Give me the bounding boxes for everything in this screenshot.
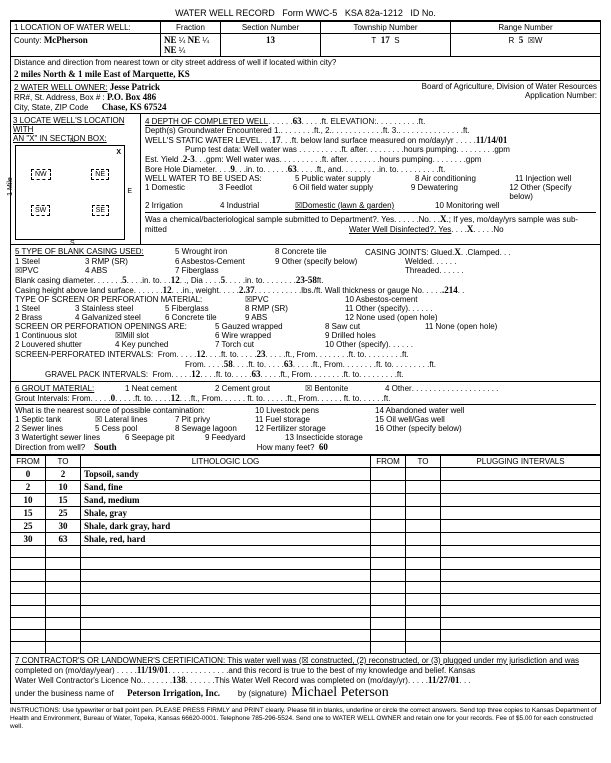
static-date: 11/14/01 — [476, 135, 508, 145]
dir-v: South — [94, 442, 117, 452]
addr-lbl: RR#, St. Address, Box # : — [14, 93, 105, 102]
bus-v: Peterson Irrigation, Inc. — [127, 688, 220, 698]
est: Est. Yield — [145, 155, 178, 164]
gw: Depth(s) Groundwater Encountered 1. — [145, 126, 281, 135]
est-v: 2-3 — [183, 154, 195, 164]
s1-title: 1 LOCATION OF WATER WELL: — [14, 23, 131, 32]
bore: Bore Hole Diameter — [145, 165, 215, 174]
dist: 2 miles North & 1 mile East of Marquette… — [14, 69, 190, 79]
rng-lbl: Range Number — [498, 23, 552, 32]
feet: How many feet? — [257, 443, 315, 452]
perf: TYPE OF SCREEN OR PERFORATION MATERIAL: — [15, 295, 202, 304]
bcd: Blank casing diameter — [15, 276, 93, 285]
csz-lbl: City, State, ZIP Code — [14, 103, 88, 112]
feet-v: 60 — [319, 442, 328, 452]
ne2: NE — [188, 35, 201, 45]
x-mark: X — [116, 149, 121, 156]
lic: Water Well Contractor's Licence No. — [15, 676, 143, 685]
section-box: N S E NW NE SW SE X 1 Mile — [15, 145, 125, 240]
s-lbl: S — [70, 240, 75, 247]
contam: What is the nearest source of possible c… — [15, 406, 205, 415]
use: WELL WATER TO BE USED AS: — [145, 174, 262, 183]
twp-lbl: Township Number — [353, 23, 417, 32]
n: N — [70, 138, 75, 145]
depth: 63 — [293, 116, 302, 126]
s6-title: 6 GROUT MATERIAL: — [15, 384, 94, 393]
lic-v: 138 — [172, 675, 186, 685]
elev: ft. ELEVATION: — [322, 117, 377, 126]
sec-lbl: Section Number — [242, 23, 299, 32]
lithologic-log: FROMTOLITHOLOGIC LOGFROMTOPLUGGING INTER… — [10, 455, 601, 654]
s5-title: 5 TYPE OF BLANK CASING USED: — [15, 247, 144, 256]
form: Form WWC-5 — [282, 8, 337, 18]
chem: Was a chemical/bacteriological sample su… — [145, 215, 394, 224]
comp-v: 11/19/01 — [137, 665, 169, 675]
cha: Casing height above land surface — [15, 286, 134, 295]
sec: 13 — [221, 34, 321, 56]
bore-v: 9 — [230, 164, 235, 174]
board: Board of Agriculture, Division of Water … — [397, 82, 597, 91]
nw: NW — [31, 169, 51, 180]
wwr-v: 11/27/01 — [428, 675, 460, 685]
ne3: NE — [164, 45, 177, 55]
s7-title: 7 CONTRACTOR'S OR LANDOWNER'S CERTIFICAT… — [15, 656, 579, 665]
s2-title: 2 WATER WELL OWNER: — [14, 83, 108, 92]
comp: completed on (mo/day/year) — [15, 666, 115, 675]
gpi: GRAVEL PACK INTERVALS: — [45, 370, 148, 379]
instructions: INSTRUCTIONS: Use typewriter or ball poi… — [10, 707, 601, 730]
u7-sel: ☒Domestic (lawn & garden) — [295, 201, 435, 210]
rng: 5 — [519, 35, 524, 45]
t: T — [371, 36, 376, 45]
s: S — [394, 36, 399, 45]
w: ☒W — [528, 36, 543, 45]
addr: P.O. Box 486 — [107, 92, 156, 102]
static: WELL'S STATIC WATER LEVEL — [145, 136, 260, 145]
spi: SCREEN-PERFORATED INTERVALS: — [15, 350, 153, 359]
id: ID No. — [410, 8, 436, 18]
se: SE — [92, 205, 109, 216]
signature: Michael Peterson — [291, 685, 389, 700]
county-lbl: County: — [14, 36, 42, 45]
s3-title: 3 LOCATE WELL'S LOCATION WITH — [13, 116, 138, 134]
dist-lbl: Distance and direction from nearest town… — [14, 58, 336, 67]
frac-lbl: Fraction — [176, 23, 205, 32]
twp: 17 — [381, 35, 390, 45]
chem-x: X — [440, 214, 447, 224]
ne1: NE — [164, 35, 177, 45]
app: Application Number: — [397, 91, 597, 100]
bus: under the business name of — [15, 689, 114, 698]
bore-d: 63 — [288, 164, 297, 174]
static-v: 17 — [272, 135, 281, 145]
s3-sub: AN "X" IN SECTION BOX: — [13, 134, 138, 143]
e: E — [127, 188, 132, 195]
title: WATER WELL RECORD — [175, 8, 275, 18]
r: R — [509, 36, 515, 45]
ksa: KSA 82a-1212 — [345, 8, 403, 18]
dir: Direction from well? — [15, 443, 85, 452]
s4-title: 4 DEPTH OF COMPLETED WELL — [145, 117, 268, 126]
pump: Pump test data: Well water was — [185, 145, 297, 154]
open: SCREEN OR PERFORATION OPENINGS ARE: — [15, 322, 187, 331]
owner: Jesse Patrick — [110, 82, 160, 92]
mile: 1 Mile — [7, 177, 14, 196]
sw: SW — [31, 205, 50, 216]
gi: Grout Intervals: From — [15, 394, 91, 403]
csz: Chase, KS 67524 — [102, 102, 167, 112]
ne-box: NE — [91, 169, 109, 180]
county: McPherson — [44, 35, 88, 45]
